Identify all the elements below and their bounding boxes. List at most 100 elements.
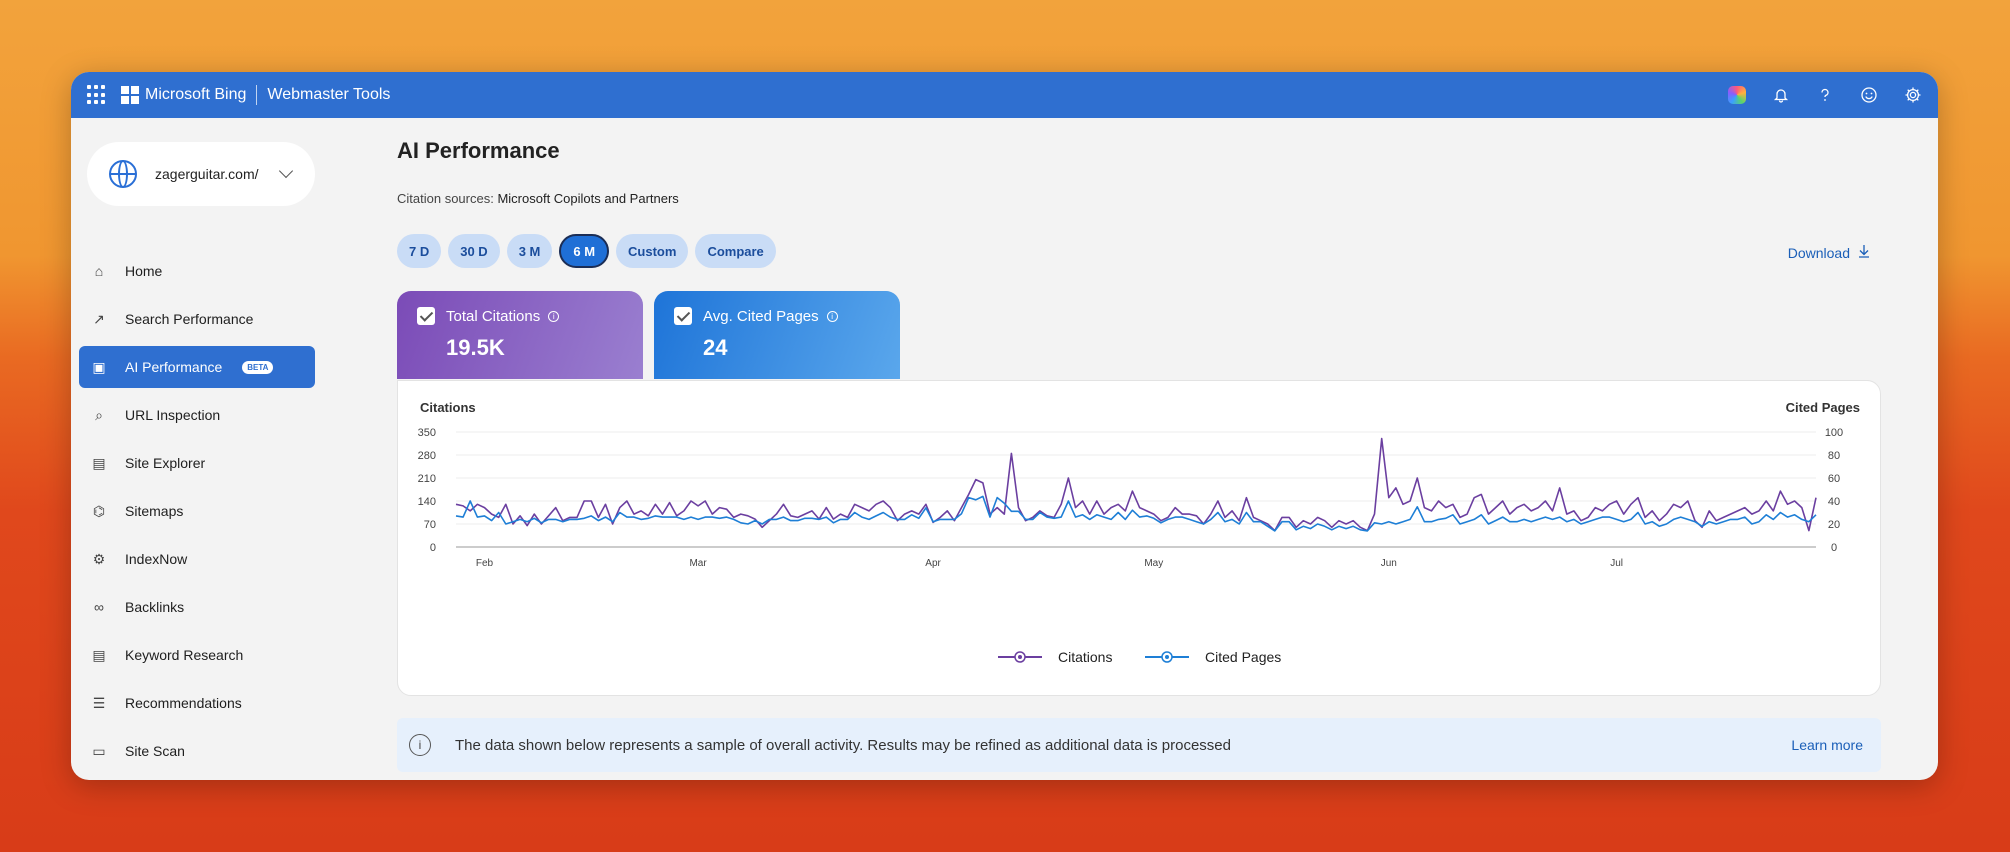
- sidebar: zagerguitar.com/ ⌂ Home ↗ Search Performanc…: [71, 118, 331, 780]
- right-tick-label: 0: [1831, 542, 1837, 554]
- left-tick-label: 0: [430, 542, 436, 554]
- range-button-compare[interactable]: Compare: [695, 234, 776, 268]
- scan-icon: ▭: [92, 742, 106, 759]
- range-button-6m[interactable]: 6 M: [559, 234, 610, 268]
- x-tick-label: May: [1144, 558, 1163, 569]
- avg-cited-pages-card[interactable]: Avg. Cited Pages i 24: [654, 291, 900, 379]
- document-icon: ▤: [92, 454, 106, 471]
- right-tick-label: 60: [1828, 473, 1840, 485]
- sidebar-item-label: Backlinks: [125, 599, 185, 615]
- legend-label: Citations: [1058, 649, 1112, 665]
- sidebar-item-url-inspection[interactable]: ⌕ URL Inspection: [79, 394, 315, 436]
- left-tick-label: 70: [424, 519, 436, 531]
- info-banner: i The data shown below represents a samp…: [397, 718, 1881, 772]
- sidebar-item-recommendations[interactable]: ☰ Recommendations: [79, 682, 315, 724]
- microsoft-logo-icon: [121, 86, 139, 104]
- x-tick-label: Jun: [1381, 558, 1397, 569]
- sidebar-nav: ⌂ Home ↗ Search Performance ▣ AI Performance B…: [79, 250, 315, 778]
- sidebar-item-indexnow[interactable]: ⚙ IndexNow: [79, 538, 315, 580]
- checkbox-icon[interactable]: [674, 307, 692, 325]
- app-window: Microsoft Bing Webmaster Tools zagerguit…: [71, 72, 1938, 780]
- sidebar-item-keyword-research[interactable]: ▤ Keyword Research: [79, 634, 315, 676]
- right-tick-label: 80: [1828, 450, 1840, 462]
- series-line-cited-pages: [455, 495, 1817, 532]
- left-tick-label: 140: [418, 496, 436, 508]
- legend-marker-dot: [1018, 655, 1022, 659]
- trend-icon: ↗: [93, 310, 105, 327]
- range-button-custom[interactable]: Custom: [616, 234, 689, 268]
- range-button-3m[interactable]: 3 M: [506, 234, 553, 268]
- right-axis-title: Cited Pages: [1786, 400, 1860, 415]
- sidebar-item-label: IndexNow: [125, 551, 188, 567]
- download-label: Download: [1787, 245, 1850, 261]
- page-title: AI Performance: [397, 138, 560, 163]
- legend-marker-dot: [1165, 655, 1169, 659]
- left-tick-label: 280: [418, 450, 436, 462]
- right-tick-label: 20: [1828, 519, 1840, 531]
- total-citations-card[interactable]: Total Citations i 19.5K: [397, 291, 643, 379]
- site-selector[interactable]: zagerguitar.com/: [87, 142, 315, 206]
- learn-more-link[interactable]: Learn more: [1791, 737, 1863, 753]
- x-tick-label: Apr: [925, 558, 941, 569]
- copilot-icon[interactable]: [1728, 86, 1746, 104]
- main-content: AI Performance Citation sources: Microso…: [397, 118, 1938, 780]
- sidebar-item-backlinks[interactable]: ∞ Backlinks: [79, 586, 315, 628]
- legend-label: Cited Pages: [1205, 649, 1281, 665]
- citation-label: Citation sources:: [397, 191, 494, 206]
- globe-icon: [109, 160, 137, 188]
- range-button-7d[interactable]: 7 D: [397, 234, 442, 268]
- sidebar-item-label: Site Explorer: [125, 455, 206, 471]
- sidebar-item-site-scan[interactable]: ▭ Site Scan: [79, 730, 315, 772]
- magnifier-icon: ⌕: [95, 406, 103, 423]
- chart-panel: Citations Cited Pages 0 70 140 210 280 350 0 20 40…: [397, 380, 1881, 696]
- info-icon[interactable]: i: [826, 310, 838, 322]
- ai-chart-icon: ▣: [92, 358, 106, 375]
- document-icon: ▤: [92, 646, 106, 663]
- sidebar-item-site-explorer[interactable]: ▤ Site Explorer: [79, 442, 315, 484]
- series-line-citations: [455, 437, 1817, 532]
- beta-badge: BETA: [242, 360, 274, 374]
- top-icons: [1728, 86, 1926, 104]
- sidebar-item-label: Search Performance: [125, 311, 254, 327]
- card-value: 19.5K: [446, 335, 505, 360]
- product-name[interactable]: Webmaster Tools: [267, 86, 391, 103]
- sidebar-item-label: AI Performance: [125, 359, 223, 375]
- sidebar-item-label: URL Inspection: [125, 407, 221, 423]
- card-label: Avg. Cited Pages: [703, 307, 819, 325]
- settings-icon[interactable]: [1904, 86, 1922, 104]
- brand-divider: [256, 85, 258, 105]
- feedback-icon[interactable]: [1860, 86, 1878, 104]
- brand-name[interactable]: Microsoft Bing: [145, 86, 247, 103]
- citation-value: Microsoft Copilots and Partners: [497, 191, 679, 206]
- apps-icon[interactable]: [87, 85, 107, 105]
- checkbox-icon[interactable]: [417, 307, 435, 325]
- sidebar-item-label: Recommendations: [125, 695, 242, 711]
- home-icon: ⌂: [94, 263, 104, 279]
- left-tick-label: 210: [418, 473, 436, 485]
- sidebar-item-ai-performance[interactable]: ▣ AI Performance BETA: [79, 346, 315, 388]
- gear-icon: ⚙: [92, 550, 106, 567]
- link-icon: ∞: [94, 599, 104, 615]
- right-tick-label: 40: [1828, 496, 1840, 508]
- top-bar: Microsoft Bing Webmaster Tools: [71, 72, 1938, 118]
- sidebar-item-search-performance[interactable]: ↗ Search Performance: [79, 298, 315, 340]
- card-value: 24: [703, 335, 728, 360]
- sidebar-item-home[interactable]: ⌂ Home: [79, 250, 315, 292]
- citation-sources: Citation sources: Microsoft Copilots and…: [397, 191, 679, 206]
- help-icon[interactable]: [1816, 86, 1834, 104]
- bell-icon[interactable]: [1772, 86, 1790, 104]
- right-tick-label: 100: [1825, 427, 1843, 439]
- site-name: zagerguitar.com/: [155, 166, 259, 182]
- chevron-down-icon[interactable]: [278, 163, 294, 179]
- sidebar-item-label: Keyword Research: [125, 647, 244, 663]
- range-button-30d[interactable]: 30 D: [448, 234, 500, 268]
- info-icon: i: [409, 734, 431, 756]
- sitemap-icon: ⌬: [92, 502, 106, 519]
- info-icon[interactable]: i: [548, 310, 560, 322]
- x-tick-label: Feb: [476, 558, 494, 569]
- sidebar-item-sitemaps[interactable]: ⌬ Sitemaps: [79, 490, 315, 532]
- x-tick-label: Jul: [1610, 558, 1623, 569]
- download-button[interactable]: Download: [1788, 244, 1870, 262]
- banner-text: The data shown below represents a sample…: [455, 736, 1231, 754]
